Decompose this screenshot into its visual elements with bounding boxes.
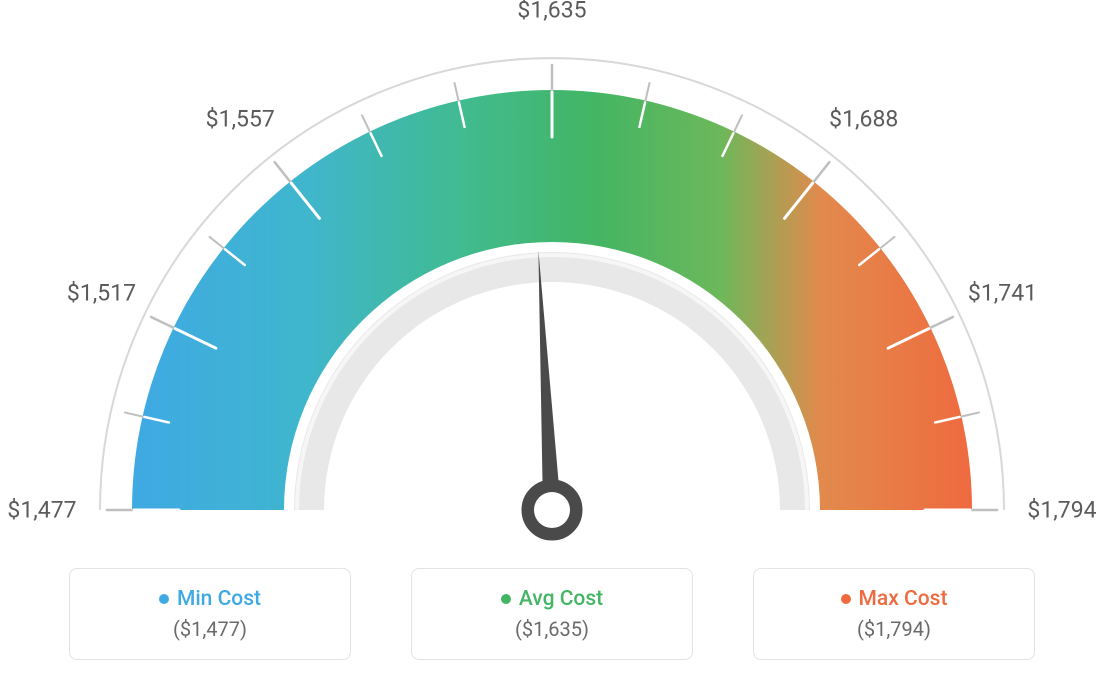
legend-dot-icon — [159, 594, 169, 604]
gauge-svg — [0, 0, 1104, 560]
legend-card-max-cost: Max Cost ($1,794) — [753, 568, 1035, 660]
gauge-chart-container: $1,477 $1,517 $1,557 $1,635 $1,688 $1,741 $1,7… — [0, 0, 1104, 690]
legend-title: Avg Cost — [501, 587, 603, 611]
gauge-tick-label: $1,517 — [67, 280, 136, 307]
gauge-tick-label: $1,635 — [517, 0, 586, 24]
legend-title-text: Min Cost — [177, 587, 261, 611]
legend-value: ($1,477) — [173, 617, 247, 641]
legend-value: ($1,635) — [515, 617, 589, 641]
legend-title: Min Cost — [159, 587, 261, 611]
legend-value: ($1,794) — [857, 617, 931, 641]
legend-card-avg-cost: Avg Cost ($1,635) — [411, 568, 693, 660]
legend-dot-icon — [501, 594, 511, 604]
legend-card-min-cost: Min Cost ($1,477) — [69, 568, 351, 660]
legend-dot-icon — [841, 594, 851, 604]
gauge-area: $1,477 $1,517 $1,557 $1,635 $1,688 $1,741 $1,7… — [0, 0, 1104, 560]
gauge-tick-label: $1,794 — [1027, 497, 1096, 524]
legend-row: Min Cost ($1,477) Avg Cost ($1,635) Max Cost… — [0, 568, 1104, 660]
gauge-tick-label: $1,688 — [829, 106, 898, 133]
gauge-tick-label: $1,557 — [206, 106, 275, 133]
legend-title-text: Max Cost — [859, 587, 948, 611]
legend-title-text: Avg Cost — [519, 587, 603, 611]
legend-title: Max Cost — [841, 587, 948, 611]
gauge-tick-label: $1,477 — [7, 497, 76, 524]
gauge-tick-label: $1,741 — [968, 280, 1037, 307]
